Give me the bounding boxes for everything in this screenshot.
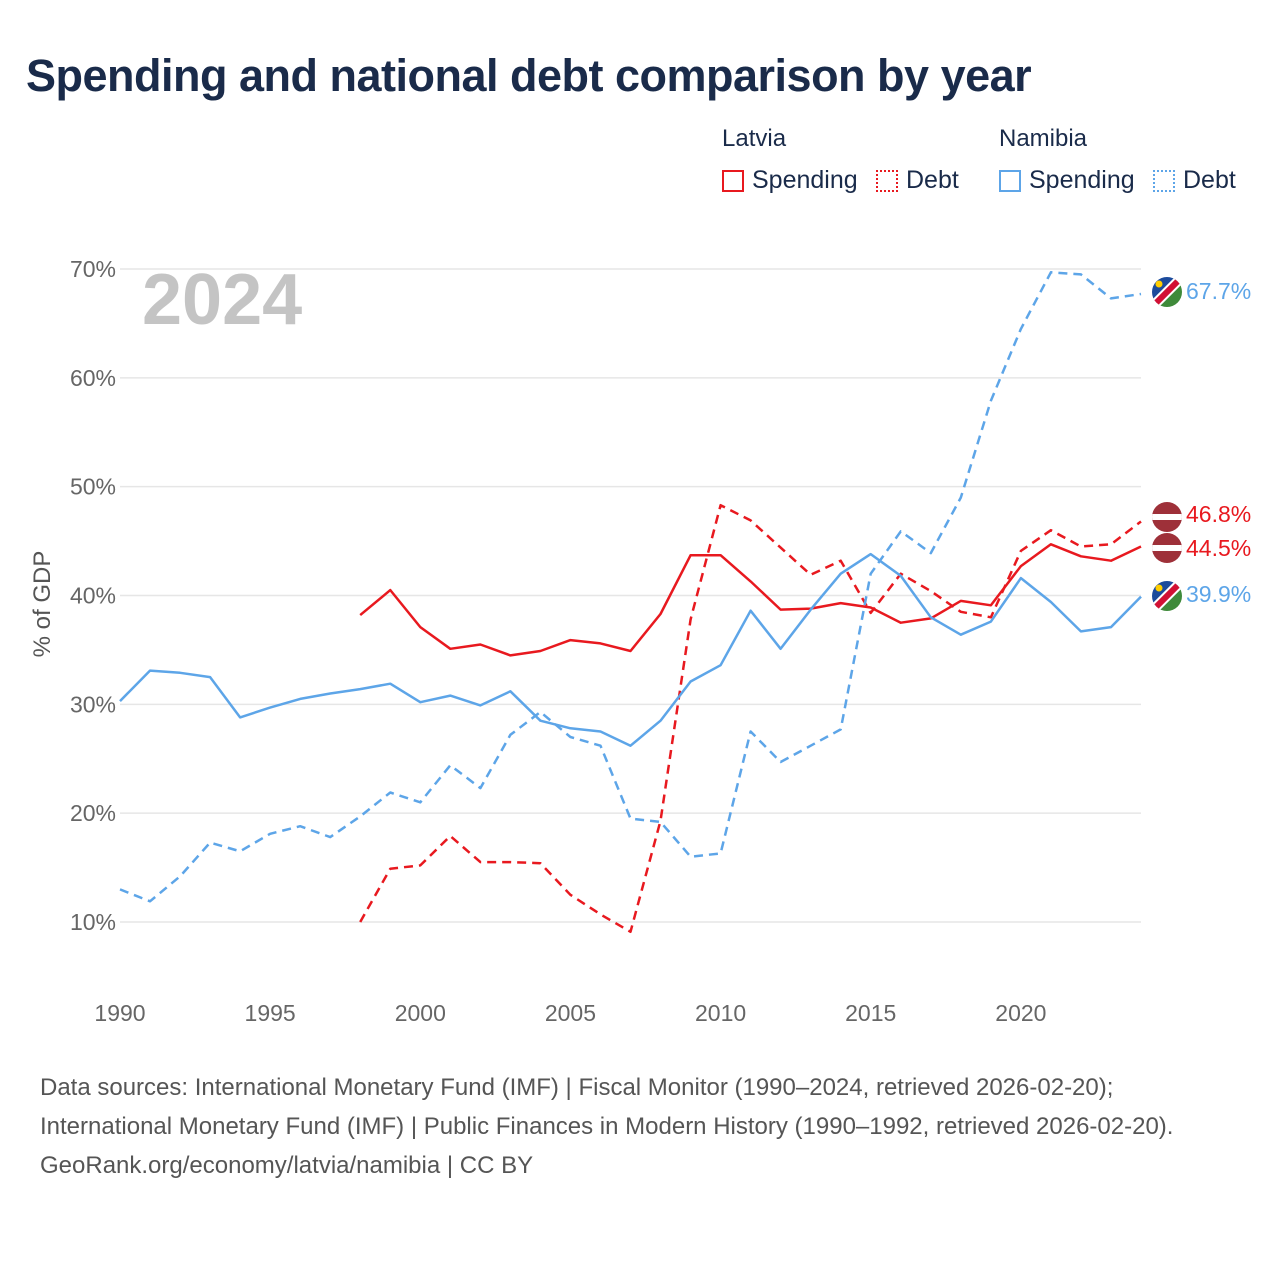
end-label-latvia-spending: 44.5% — [1186, 535, 1251, 561]
end-label-namibia-spending: 39.9% — [1186, 581, 1251, 607]
legend-latvia-spending[interactable]: Spending — [722, 166, 858, 195]
namibia-flag-icon-debt — [1152, 277, 1182, 307]
y-tick-label: 10% — [70, 909, 116, 935]
legend-swatch-solid-red — [722, 169, 744, 192]
series-line-latvia-debt — [359, 503, 1142, 934]
series-line-latvia-spending — [359, 543, 1142, 657]
y-axis-title: % of GDP — [29, 550, 56, 658]
legend-swatch-dotted-red — [876, 169, 898, 192]
series-line-namibia-spending — [119, 552, 1142, 747]
legend-namibia-debt-label: Debt — [1183, 166, 1236, 194]
namibia-flag-icon-spending — [1152, 581, 1182, 611]
legend-namibia-title: Namibia — [999, 125, 1088, 152]
year-watermark: 2024 — [142, 260, 302, 340]
series-line-namibia-debt — [119, 271, 1142, 903]
y-tick-label: 70% — [70, 256, 116, 282]
axis-ticks: 10% 20% 30% 40% 50% 60% 70% 1990 1995 2000 2005 201… — [70, 256, 1047, 1026]
end-label-latvia-debt: 46.8% — [1186, 501, 1251, 527]
legend-namibia-spending[interactable]: Spending — [999, 166, 1135, 195]
chart-title: Spending and national debt comparison by… — [26, 50, 1032, 101]
footer: Data sources: International Monetary Fun… — [40, 1068, 1240, 1185]
legend-latvia-spending-label: Spending — [752, 166, 858, 194]
y-tick-label: 30% — [70, 691, 116, 717]
y-tick-label: 60% — [70, 365, 116, 391]
credit-line: GeoRank.org/economy/latvia/namibia | CC … — [40, 1152, 534, 1179]
legend-swatch-dotted-blue — [1153, 169, 1175, 192]
latvia-flag-icon-spending — [1152, 533, 1182, 563]
y-tick-label: 50% — [70, 474, 116, 500]
x-tick-label: 2000 — [395, 1000, 446, 1026]
data-sources: Data sources: International Monetary Fun… — [40, 1074, 1174, 1140]
x-tick-label: 2010 — [695, 1000, 746, 1026]
x-tick-label: 2015 — [845, 1000, 896, 1026]
y-tick-label: 40% — [70, 583, 116, 609]
legend-namibia-debt[interactable]: Debt — [1153, 166, 1236, 195]
legend-swatch-solid-blue — [999, 169, 1021, 192]
series-lines — [119, 271, 1142, 934]
legend-latvia-title: Latvia — [722, 125, 787, 152]
legend-latvia-debt-label: Debt — [906, 166, 959, 194]
x-tick-label: 1990 — [94, 1000, 145, 1026]
gridlines — [120, 268, 1141, 923]
legend-namibia-spending-label: Spending — [1029, 166, 1135, 194]
x-tick-label: 2005 — [545, 1000, 596, 1026]
line-chart: 10% 20% 30% 40% 50% 60% 70% 1990 1995 2000 2005 201… — [70, 256, 1251, 1026]
end-label-namibia-debt: 67.7% — [1186, 278, 1251, 304]
x-tick-label: 2020 — [995, 1000, 1046, 1026]
latvia-flag-icon-debt — [1152, 502, 1182, 532]
legend-latvia-debt[interactable]: Debt — [876, 166, 959, 195]
x-tick-label: 1995 — [245, 1000, 296, 1026]
y-tick-label: 20% — [70, 800, 116, 826]
